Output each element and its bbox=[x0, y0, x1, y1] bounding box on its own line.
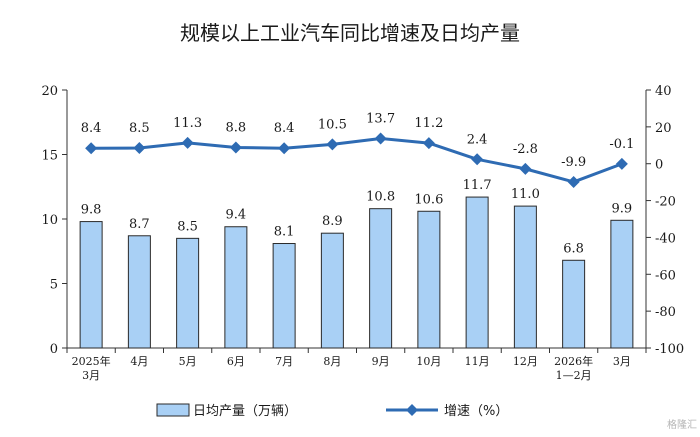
x-tick-label: 6月 bbox=[227, 355, 245, 368]
line-data-label: 8.4 bbox=[274, 121, 295, 136]
bar bbox=[562, 259, 586, 349]
line-data-label: 8.4 bbox=[81, 121, 102, 136]
x-tick-label: 9月 bbox=[372, 355, 390, 368]
bar-data-label: 11.7 bbox=[463, 178, 492, 193]
bar bbox=[79, 221, 103, 349]
bar bbox=[465, 196, 489, 349]
line-point-diamond-icon bbox=[326, 138, 339, 151]
line-point-diamond-icon bbox=[615, 157, 628, 170]
data-labels: 9.8 8.7 8.5 9.4 8.1 8.9 10.8 10.6 11.7 11.0 6.8 9.9… bbox=[81, 111, 635, 256]
bar bbox=[369, 208, 393, 349]
y-right-tick-label: -100 bbox=[655, 342, 684, 357]
line-data-label: 8.8 bbox=[226, 120, 247, 135]
bar-series bbox=[79, 196, 634, 349]
bar-data-label: 8.1 bbox=[274, 225, 295, 240]
x-tick-label: 10月 bbox=[416, 355, 441, 368]
line-data-label: 11.3 bbox=[173, 116, 202, 131]
bar bbox=[272, 243, 296, 349]
line-point-diamond-icon bbox=[229, 141, 242, 154]
y-right-tick-label: 0 bbox=[655, 158, 663, 173]
y-left-tick-label: 15 bbox=[41, 149, 58, 164]
bar-data-label: 8.9 bbox=[322, 214, 343, 229]
x-tick-label: 7月 bbox=[275, 355, 293, 368]
line-data-label: 2.4 bbox=[467, 132, 488, 147]
line-point-diamond-icon bbox=[422, 137, 435, 150]
y-right-tick-label: 40 bbox=[655, 84, 672, 99]
bar-data-label: 8.5 bbox=[177, 219, 198, 234]
y-right-tick-label: -80 bbox=[655, 305, 676, 320]
line-point-diamond-icon bbox=[133, 142, 146, 155]
y-right-tick-label: -20 bbox=[655, 195, 676, 210]
x-tick-label: 3月 bbox=[613, 355, 631, 368]
x-tick-label: 12月 bbox=[513, 355, 538, 368]
line-data-label: 11.2 bbox=[414, 116, 443, 131]
bar bbox=[224, 226, 248, 349]
bar-data-label: 6.8 bbox=[563, 241, 584, 256]
growth-rate-line bbox=[91, 136, 623, 184]
x-tick-label: 2026年 bbox=[554, 354, 593, 368]
line-data-label: 10.5 bbox=[318, 117, 347, 132]
y-left-tick-label: 20 bbox=[41, 84, 58, 99]
legend-bar-swatch bbox=[156, 403, 190, 417]
legend-diamond-icon bbox=[406, 404, 418, 416]
x-tick-label: 11月 bbox=[465, 355, 490, 368]
legend-line-label: 增速（%） bbox=[444, 404, 508, 419]
line-data-label: 13.7 bbox=[366, 111, 395, 126]
bar bbox=[417, 210, 441, 349]
bar bbox=[176, 237, 200, 349]
y-right-tick-label: -60 bbox=[655, 268, 676, 283]
line-data-label: -9.9 bbox=[561, 155, 586, 170]
x-tick-label: 2025年 bbox=[72, 354, 111, 368]
bar bbox=[320, 232, 344, 349]
bar-data-label: 11.0 bbox=[511, 187, 540, 202]
chart-title: 规模以上工业汽车同比增速及日均产量 bbox=[180, 21, 520, 45]
line-data-label: 8.5 bbox=[129, 121, 150, 136]
y-left-tick-label: 0 bbox=[50, 342, 58, 357]
line-point-diamond-icon bbox=[85, 142, 98, 155]
bar-data-label: 9.9 bbox=[612, 201, 633, 216]
line-data-label: -2.8 bbox=[513, 142, 538, 157]
y-right-tick-label: -40 bbox=[655, 231, 676, 246]
line-point-diamond-icon bbox=[471, 153, 484, 166]
bar-data-label: 10.6 bbox=[414, 192, 443, 207]
bar-data-label: 9.4 bbox=[226, 208, 247, 223]
legend: 日均产量（万辆） 增速（%） bbox=[156, 403, 508, 419]
y-right-tick-label: 20 bbox=[655, 121, 672, 136]
line-point-diamond-icon bbox=[567, 175, 580, 188]
line-point-diamond-icon bbox=[181, 136, 194, 149]
x-tick-label: 4月 bbox=[130, 355, 148, 368]
x-tick-label: 3月 bbox=[82, 369, 100, 382]
line-point-diamond-icon bbox=[374, 132, 387, 145]
line-point-diamond-icon bbox=[278, 142, 291, 155]
bar bbox=[513, 205, 537, 349]
y-left-tick-label: 5 bbox=[50, 278, 58, 293]
bar-data-label: 10.8 bbox=[366, 190, 395, 205]
bar bbox=[610, 219, 634, 349]
x-tick-label: 5月 bbox=[179, 355, 197, 368]
line-series bbox=[85, 132, 628, 188]
bar-data-label: 8.7 bbox=[129, 217, 150, 232]
y-left-tick-label: 10 bbox=[41, 213, 58, 228]
x-tick-label: 1—2月 bbox=[556, 369, 592, 382]
legend-bar-label: 日均产量（万辆） bbox=[193, 404, 297, 419]
bar-data-label: 9.8 bbox=[81, 203, 102, 218]
bar bbox=[127, 235, 151, 349]
line-point-diamond-icon bbox=[519, 162, 532, 175]
watermark: 格隆汇 bbox=[667, 418, 697, 431]
line-data-label: -0.1 bbox=[609, 137, 634, 152]
x-tick-label: 8月 bbox=[323, 355, 341, 368]
